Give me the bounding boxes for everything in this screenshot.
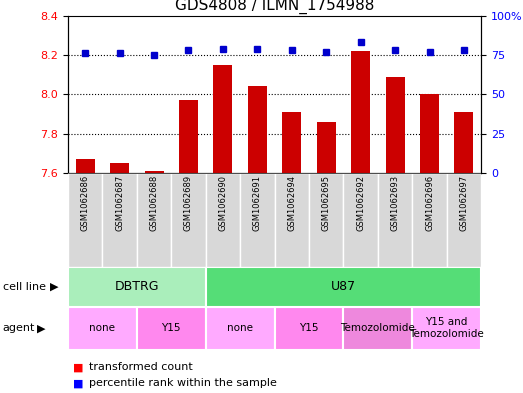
Text: GSM1062688: GSM1062688 xyxy=(150,175,158,231)
Text: GSM1062697: GSM1062697 xyxy=(459,175,469,231)
Bar xyxy=(137,307,206,350)
Text: U87: U87 xyxy=(331,280,356,294)
Bar xyxy=(385,77,405,173)
Bar xyxy=(68,267,206,307)
Text: none: none xyxy=(227,323,253,333)
Bar xyxy=(206,267,481,307)
Text: percentile rank within the sample: percentile rank within the sample xyxy=(89,378,277,388)
Bar xyxy=(282,112,301,173)
Bar xyxy=(454,112,473,173)
Bar xyxy=(412,173,447,267)
Text: none: none xyxy=(89,323,116,333)
Text: Temozolomide: Temozolomide xyxy=(340,323,415,333)
Bar xyxy=(68,307,137,350)
Bar xyxy=(447,173,481,267)
Bar xyxy=(248,86,267,173)
Bar xyxy=(420,94,439,173)
Bar xyxy=(351,51,370,173)
Bar xyxy=(412,307,481,350)
Title: GDS4808 / ILMN_1754988: GDS4808 / ILMN_1754988 xyxy=(175,0,374,15)
Text: ▶: ▶ xyxy=(50,282,58,292)
Text: GSM1062686: GSM1062686 xyxy=(81,175,90,231)
Text: GSM1062689: GSM1062689 xyxy=(184,175,193,231)
Bar xyxy=(213,65,232,173)
Bar xyxy=(378,173,412,267)
Bar xyxy=(275,173,309,267)
Text: ■: ■ xyxy=(73,378,84,388)
Text: GSM1062695: GSM1062695 xyxy=(322,175,331,231)
Text: cell line: cell line xyxy=(3,282,46,292)
Bar xyxy=(240,173,275,267)
Bar xyxy=(137,173,172,267)
Bar xyxy=(172,173,206,267)
Text: DBTRG: DBTRG xyxy=(115,280,159,294)
Bar xyxy=(68,173,103,267)
Text: Y15 and
Temozolomide: Y15 and Temozolomide xyxy=(410,318,484,339)
Text: GSM1062694: GSM1062694 xyxy=(287,175,297,231)
Bar xyxy=(275,307,344,350)
Text: GSM1062687: GSM1062687 xyxy=(115,175,124,231)
Bar xyxy=(144,171,164,173)
Text: GSM1062696: GSM1062696 xyxy=(425,175,434,231)
Bar xyxy=(344,307,412,350)
Bar xyxy=(110,163,129,173)
Bar xyxy=(179,100,198,173)
Text: Y15: Y15 xyxy=(299,323,319,333)
Bar xyxy=(317,122,336,173)
Text: ■: ■ xyxy=(73,362,84,373)
Text: GSM1062692: GSM1062692 xyxy=(356,175,365,231)
Bar xyxy=(76,159,95,173)
Bar xyxy=(206,307,275,350)
Bar xyxy=(309,173,344,267)
Text: GSM1062691: GSM1062691 xyxy=(253,175,262,231)
Bar xyxy=(103,173,137,267)
Bar xyxy=(344,173,378,267)
Text: ▶: ▶ xyxy=(37,323,46,333)
Text: agent: agent xyxy=(3,323,35,333)
Text: transformed count: transformed count xyxy=(89,362,192,373)
Bar xyxy=(206,173,240,267)
Text: Y15: Y15 xyxy=(162,323,181,333)
Text: GSM1062690: GSM1062690 xyxy=(219,175,228,231)
Text: GSM1062693: GSM1062693 xyxy=(391,175,400,231)
